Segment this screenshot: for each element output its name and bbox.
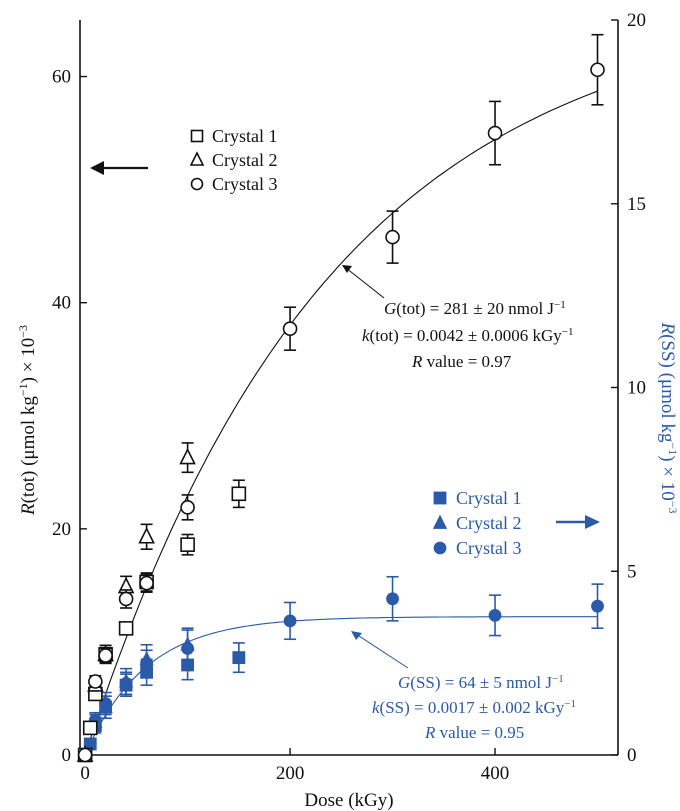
legend-tot-label: Crystal 1 xyxy=(212,126,278,146)
x-tick-label: 400 xyxy=(481,763,510,784)
fit-curve-tot xyxy=(84,90,598,756)
y-right-tick-label: 10 xyxy=(627,378,646,399)
point-tot-crystal-3 xyxy=(487,125,503,141)
legend-ss: Crystal 1 Crystal 2 Crystal 3 xyxy=(432,488,522,558)
annotation-ss: G(SS) = 64 ± 5 nmol J−1 k(SS) = 0.0017 ±… xyxy=(351,631,576,742)
svg-text:k(SS) = 0.0017 ± 0.002 kGy−1: k(SS) = 0.0017 ± 0.002 kGy−1 xyxy=(372,698,576,717)
point-tot-crystal-3 xyxy=(98,648,113,663)
point-ss-crystal-1 xyxy=(232,651,246,665)
legend-ss-label: Crystal 3 xyxy=(456,538,522,558)
point-tot-crystal-3 xyxy=(118,591,134,607)
y-right-ticks: 0 5 10 15 20 xyxy=(611,10,646,766)
legend-ss-marker xyxy=(433,491,447,505)
point-tot-crystal-3 xyxy=(385,229,400,245)
point-ss-crystal-3 xyxy=(283,614,297,628)
points-tot xyxy=(76,33,605,763)
y-right-tick-label: 15 xyxy=(627,194,646,215)
legend-tot: Crystal 1 Crystal 2 Crystal 3 xyxy=(189,126,278,194)
y-left-tick-label: 60 xyxy=(52,67,71,88)
svg-text:R value = 0.95: R value = 0.95 xyxy=(424,723,524,742)
point-tot-crystal-3 xyxy=(590,62,605,78)
point-tot-crystal-3 xyxy=(77,747,93,763)
legend-ss-label: Crystal 1 xyxy=(456,488,522,508)
point-ss-crystal-3 xyxy=(591,599,604,613)
legend-ss-label: Crystal 2 xyxy=(456,513,522,533)
x-tick-label: 200 xyxy=(276,763,305,784)
point-tot-crystal-1 xyxy=(180,537,195,552)
point-tot-crystal-3 xyxy=(139,575,154,591)
point-tot-crystal-2 xyxy=(138,526,155,544)
point-tot-crystal-2 xyxy=(179,447,196,465)
legend-tot-label: Crystal 2 xyxy=(212,150,278,170)
point-tot-crystal-1 xyxy=(118,621,134,636)
x-tick-label: 0 xyxy=(80,763,90,784)
point-tot-crystal-3 xyxy=(282,321,298,337)
legend-tot-marker xyxy=(190,177,204,191)
point-ss-crystal-3 xyxy=(119,676,133,690)
x-ticks: 0 200 400 xyxy=(80,748,509,784)
point-ss-crystal-3 xyxy=(140,656,154,670)
y-left-ticks: 0 20 40 60 xyxy=(52,67,87,766)
legend-tot-label: Crystal 3 xyxy=(212,174,278,194)
points-ss xyxy=(77,575,604,762)
arrow-left-axis xyxy=(90,161,148,175)
point-ss-crystal-3 xyxy=(488,608,502,622)
point-ss-crystal-3 xyxy=(386,592,399,606)
svg-text:G(SS) = 64 ± 5 nmol J−1: G(SS) = 64 ± 5 nmol J−1 xyxy=(398,673,564,692)
arrow-right-axis xyxy=(556,515,600,529)
legend-tot-marker xyxy=(189,151,205,166)
annotation-tot: G(tot) = 281 ± 20 nmol J−1 k(tot) = 0.00… xyxy=(342,265,573,371)
point-tot-crystal-1 xyxy=(231,486,247,502)
y-right-axis-label: R(SS) (μmol kg−1) × 10−3 xyxy=(657,321,680,513)
y-right-tick-label: 20 xyxy=(627,10,646,31)
point-tot-crystal-3 xyxy=(180,500,195,515)
y-right-tick-label: 5 xyxy=(627,561,637,582)
point-tot-crystal-1 xyxy=(82,720,98,736)
y-right-tick-label: 0 xyxy=(627,745,637,766)
legend-ss-marker xyxy=(432,514,448,529)
legend-tot-marker xyxy=(190,129,204,143)
svg-text:R value = 0.97: R value = 0.97 xyxy=(411,352,512,371)
legend-ss-marker xyxy=(433,541,447,555)
y-left-tick-label: 0 xyxy=(62,745,72,766)
point-tot-crystal-3 xyxy=(88,674,103,689)
fit-curve-ss xyxy=(84,616,598,756)
y-left-axis-label: R(tot) (μmol kg−1) × 10−3 xyxy=(16,325,39,516)
x-axis-label: Dose (kGy) xyxy=(304,790,393,811)
y-left-tick-label: 20 xyxy=(52,519,71,540)
y-left-tick-label: 40 xyxy=(52,293,71,314)
point-ss-crystal-3 xyxy=(181,642,195,655)
svg-text:k(tot) = 0.0042 ± 0.0006 kGy−1: k(tot) = 0.0042 ± 0.0006 kGy−1 xyxy=(362,326,573,345)
svg-text:G(tot) = 281 ± 20 nmol J−1: G(tot) = 281 ± 20 nmol J−1 xyxy=(384,299,566,318)
